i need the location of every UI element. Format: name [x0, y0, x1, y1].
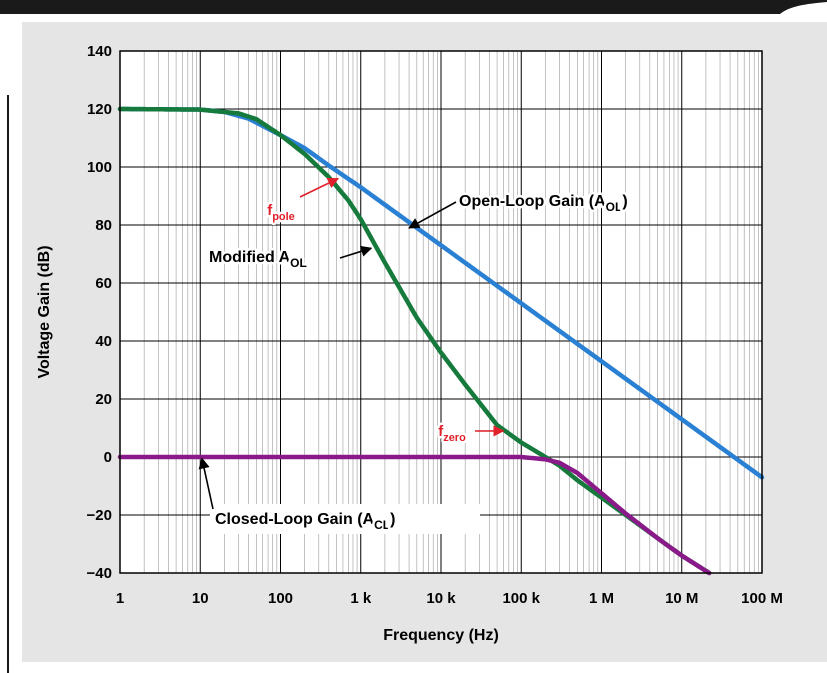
x-tick-labels: 1 10 100 1 k 10 k 100 k 1 M 10 M 100 M — [116, 590, 783, 607]
acl-label: Closed-Loop Gain (ACL) — [198, 457, 480, 535]
aol-label: Open-Loop Gain (AOL) — [408, 191, 630, 229]
series-line-modified_aol — [117, 106, 712, 576]
annotation-arrow — [299, 177, 339, 198]
x-tick-label: 10 M — [665, 590, 698, 607]
y-tick-labels: 140 120 100 80 60 40 20 0 −20 −40 — [87, 43, 112, 582]
annotation-background — [210, 504, 480, 534]
x-tick-label: 10 — [192, 590, 209, 607]
annotation-text: fpole — [267, 202, 295, 223]
y-tick-label: −20 — [87, 507, 112, 524]
x-tick-label: 100 M — [741, 590, 783, 607]
top-banner-bar — [0, 0, 827, 14]
series-layer — [117, 106, 765, 576]
y-tick-label: 60 — [95, 275, 112, 292]
x-tick-label: 1 M — [589, 590, 614, 607]
fzero-label: fzero — [436, 421, 505, 447]
x-tick-label: 10 k — [426, 590, 456, 607]
x-axis-title: Frequency (Hz) — [383, 627, 499, 644]
annotation-text: fzero — [438, 423, 466, 444]
y-tick-label: 20 — [95, 391, 112, 408]
y-tick-label: 0 — [104, 449, 112, 466]
y-tick-label: 40 — [95, 333, 112, 350]
annotation-arrow — [339, 245, 373, 259]
y-tick-label: 120 — [87, 101, 112, 118]
x-tick-label: 1 k — [350, 590, 372, 607]
y-axis-title: Voltage Gain (dB) — [36, 245, 53, 378]
x-tick-label: 100 — [268, 590, 293, 607]
y-tick-label: 100 — [87, 159, 112, 176]
annotation-text: Closed-Loop Gain (ACL) — [215, 511, 395, 532]
x-tick-label: 1 — [116, 590, 124, 607]
annotation-arrow — [198, 457, 214, 510]
annotation-text: Modified AOL — [209, 249, 307, 270]
left-margin-rule — [7, 95, 9, 673]
y-tick-label: −40 — [87, 565, 112, 582]
annotation-arrow — [408, 201, 457, 229]
modified-label: Modified AOL — [207, 245, 373, 273]
y-tick-label: 80 — [95, 217, 112, 234]
fpole-label: fpole — [265, 177, 339, 226]
series-line-acl — [117, 454, 712, 576]
annotation-layer: Open-Loop Gain (AOL) Modified AOL fpole fze… — [198, 177, 630, 535]
annotation-text: Open-Loop Gain (AOL) — [459, 193, 628, 214]
plot-frame — [119, 50, 763, 574]
minor-gridlines — [143, 51, 759, 573]
y-tick-label: 140 — [87, 43, 112, 60]
x-tick-label: 100 k — [502, 590, 540, 607]
